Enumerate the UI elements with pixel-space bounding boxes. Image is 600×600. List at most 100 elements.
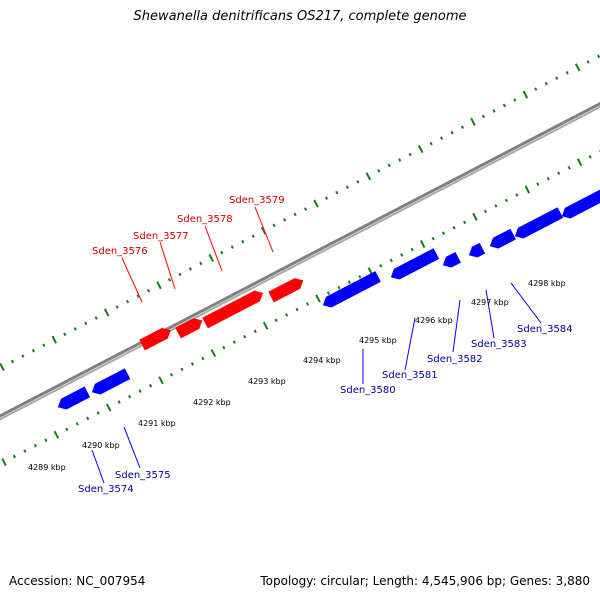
label-leader-line — [159, 241, 176, 290]
forward-minor-tick — [31, 348, 35, 353]
forward-minor-tick — [94, 316, 98, 320]
reverse-minor-tick — [337, 285, 341, 290]
forward-minor-tick — [136, 294, 140, 298]
gene-label: Sden_3583 — [471, 339, 527, 350]
forward-minor-tick — [115, 305, 119, 309]
scale-label: 4290 kbp — [82, 441, 120, 450]
forward-minor-tick — [84, 321, 88, 326]
scale-label: 4297 kbp — [471, 298, 509, 307]
reverse-minor-tick — [65, 427, 69, 432]
forward-minor-tick — [146, 288, 151, 293]
reverse-minor-tick — [483, 209, 488, 214]
reverse-gene-arrow — [514, 207, 564, 239]
label-leader-line — [485, 289, 495, 339]
scale-label: 4293 kbp — [248, 377, 286, 386]
reverse-minor-tick — [190, 362, 194, 366]
reverse-major-tick — [524, 185, 531, 194]
forward-minor-tick — [251, 234, 255, 239]
reverse-minor-tick — [295, 307, 299, 312]
label-leader-line — [204, 225, 223, 272]
reverse-minor-tick — [86, 416, 90, 421]
forward-minor-tick — [199, 261, 203, 266]
scale-label: 4296 kbp — [415, 316, 453, 325]
forward-minor-tick — [387, 163, 391, 168]
forward-minor-tick — [73, 327, 77, 331]
reverse-minor-tick — [557, 171, 561, 176]
label-leader-line — [123, 426, 141, 469]
reverse-minor-tick — [33, 443, 37, 448]
forward-gene-arrow — [268, 278, 304, 303]
forward-minor-tick — [460, 125, 465, 130]
forward-minor-tick — [377, 169, 381, 173]
forward-minor-tick — [565, 70, 569, 75]
scale-label: 4292 kbp — [193, 398, 231, 407]
reverse-major-tick — [472, 212, 478, 221]
forward-minor-tick — [597, 54, 600, 59]
forward-minor-tick — [241, 239, 245, 244]
reverse-minor-tick — [431, 236, 435, 241]
gene-labels: Sden_3576 Sden_3577 Sden_3578 Sden_3579 Sden… — [78, 195, 573, 495]
backbone-line — [0, 105, 600, 421]
forward-minor-tick — [555, 76, 559, 81]
forward-minor-tick — [230, 245, 234, 249]
label-leader-line — [121, 257, 143, 303]
gene-label: Sden_3580 — [340, 385, 396, 396]
forward-major-tick — [365, 172, 372, 181]
reverse-minor-tick — [442, 231, 446, 235]
reverse-minor-tick — [96, 411, 100, 415]
scale-label: 4291 kbp — [138, 419, 176, 428]
reverse-minor-tick — [117, 400, 121, 404]
forward-minor-tick — [21, 354, 25, 358]
forward-major-tick — [0, 362, 5, 372]
label-leader-line — [254, 206, 274, 253]
label-leader-line — [404, 317, 416, 371]
scale-label: 4295 kbp — [359, 336, 397, 345]
forward-minor-tick — [335, 190, 339, 195]
reverse-minor-tick — [201, 356, 205, 361]
reverse-minor-tick — [326, 291, 331, 295]
scale-label: 4289 kbp — [28, 463, 66, 472]
accession-text: Accession: NC_007954 — [9, 574, 146, 588]
gene-features — [57, 189, 600, 410]
reverse-minor-tick — [515, 193, 519, 197]
reverse-major-tick — [315, 294, 321, 303]
label-leader-line — [91, 449, 105, 484]
forward-minor-tick — [283, 218, 287, 222]
forward-major-tick — [574, 63, 581, 72]
forward-major-tick — [417, 145, 424, 154]
reverse-minor-tick — [23, 449, 27, 453]
gene-label: Sden_3577 — [133, 231, 189, 242]
reverse-major-tick — [576, 158, 583, 167]
reverse-minor-tick — [274, 318, 278, 323]
gene-label: Sden_3584 — [517, 324, 573, 335]
reverse-minor-tick — [410, 247, 414, 252]
forward-major-tick — [260, 226, 267, 235]
forward-minor-tick — [481, 114, 486, 119]
gene-label: Sden_3578 — [177, 214, 233, 225]
reverse-major-tick — [262, 321, 269, 330]
forward-major-tick — [51, 335, 58, 344]
reverse-minor-tick — [389, 258, 393, 263]
reverse-minor-tick — [400, 253, 404, 257]
reverse-minor-tick — [169, 373, 174, 377]
reverse-minor-tick — [12, 454, 17, 459]
forward-minor-tick — [63, 332, 67, 337]
reverse-minor-tick — [462, 220, 467, 225]
backbone-line — [0, 101, 600, 418]
reverse-minor-tick — [75, 422, 79, 426]
reverse-minor-tick — [536, 182, 540, 186]
reverse-minor-tick — [358, 274, 362, 279]
reverse-minor-tick — [588, 155, 592, 159]
reverse-gene-arrow — [468, 242, 486, 258]
reverse-major-tick — [158, 376, 164, 385]
gene-label: Sden_3582 — [427, 354, 483, 365]
reverse-minor-tick — [148, 383, 153, 388]
gene-label: Sden_3575 — [115, 470, 171, 481]
reverse-minor-tick — [494, 204, 498, 208]
forward-minor-tick — [303, 207, 308, 211]
scale-label: 4298 kbp — [528, 279, 566, 288]
forward-minor-tick — [178, 272, 182, 277]
forward-minor-tick — [586, 60, 590, 64]
forward-gene-arrow — [175, 318, 203, 339]
reverse-minor-tick — [253, 329, 257, 334]
